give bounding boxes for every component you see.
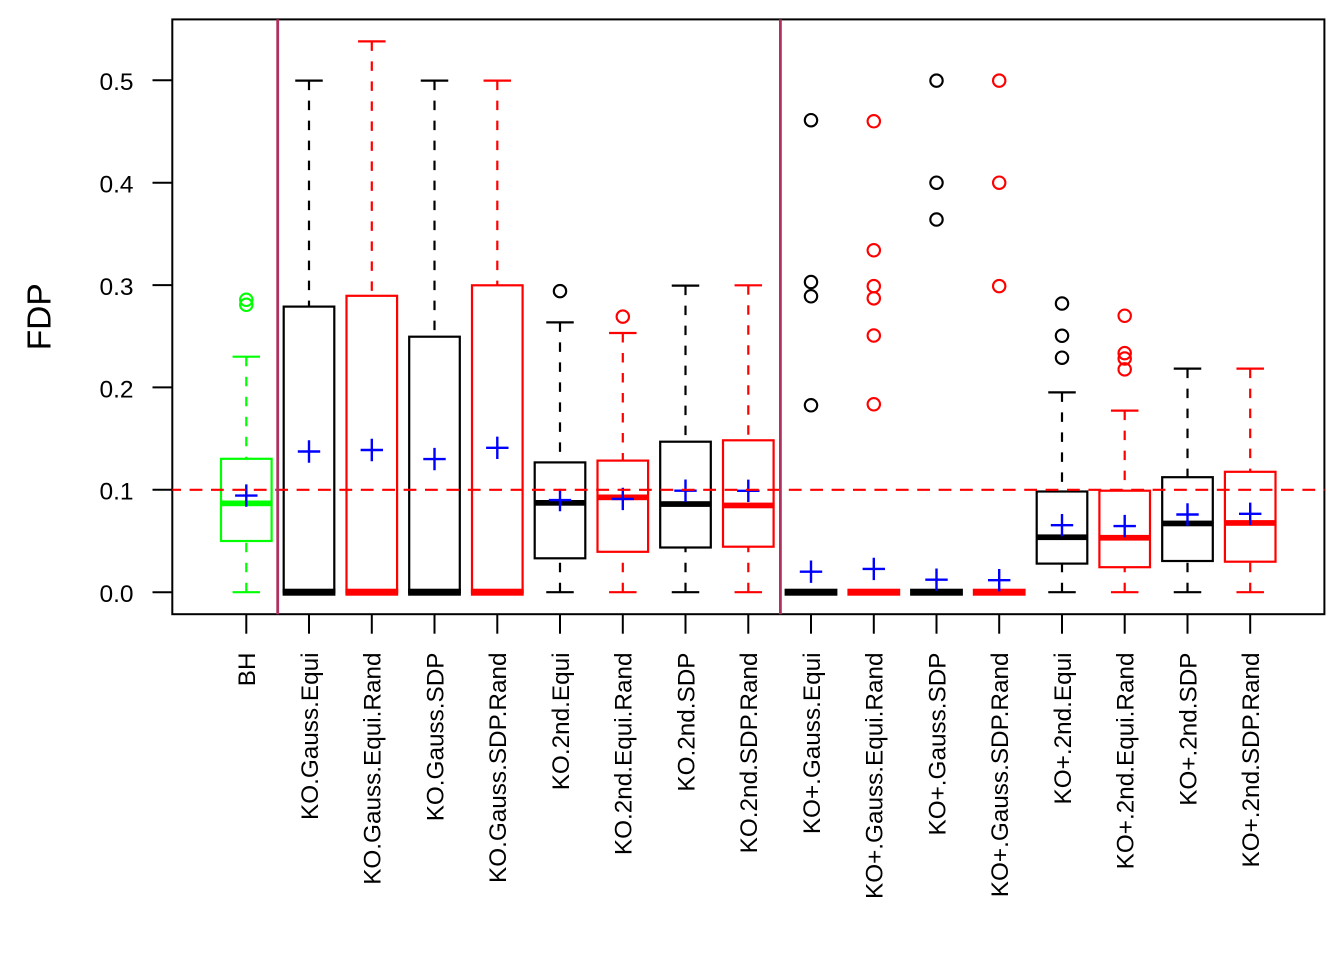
svg-text:0.5: 0.5 (99, 69, 133, 96)
svg-text:0.1: 0.1 (99, 479, 133, 506)
svg-text:KO+.2nd.SDP.Rand: KO+.2nd.SDP.Rand (1238, 653, 1265, 868)
svg-text:KO+.Gauss.Equi: KO+.Gauss.Equi (799, 653, 826, 835)
svg-text:KO+.2nd.Equi: KO+.2nd.Equi (1050, 653, 1077, 805)
svg-text:KO.2nd.SDP: KO.2nd.SDP (673, 653, 700, 792)
svg-text:KO.Gauss.Equi.Rand: KO.Gauss.Equi.Rand (360, 653, 387, 885)
svg-text:FDP: FDP (22, 283, 59, 350)
svg-text:0.4: 0.4 (99, 172, 133, 199)
svg-text:KO+.Gauss.SDP: KO+.Gauss.SDP (924, 653, 951, 836)
svg-text:KO+.2nd.SDP: KO+.2nd.SDP (1175, 653, 1202, 806)
svg-text:KO.2nd.Equi.Rand: KO.2nd.Equi.Rand (611, 653, 638, 856)
svg-text:0.3: 0.3 (99, 274, 133, 301)
svg-text:KO.Gauss.SDP.Rand: KO.Gauss.SDP.Rand (485, 653, 512, 884)
svg-text:KO+.2nd.Equi.Rand: KO+.2nd.Equi.Rand (1113, 653, 1140, 870)
svg-text:KO+.Gauss.SDP.Rand: KO+.Gauss.SDP.Rand (987, 653, 1014, 898)
svg-text:KO.2nd.Equi: KO.2nd.Equi (548, 653, 575, 791)
svg-text:KO.Gauss.SDP: KO.Gauss.SDP (422, 653, 449, 822)
svg-text:0.0: 0.0 (99, 581, 133, 608)
svg-text:KO.2nd.SDP.Rand: KO.2nd.SDP.Rand (736, 653, 763, 854)
svg-text:BH: BH (234, 653, 261, 687)
svg-text:0.2: 0.2 (99, 376, 133, 403)
svg-text:KO+.Gauss.Equi.Rand: KO+.Gauss.Equi.Rand (862, 653, 889, 899)
svg-text:KO.Gauss.Equi: KO.Gauss.Equi (297, 653, 324, 820)
